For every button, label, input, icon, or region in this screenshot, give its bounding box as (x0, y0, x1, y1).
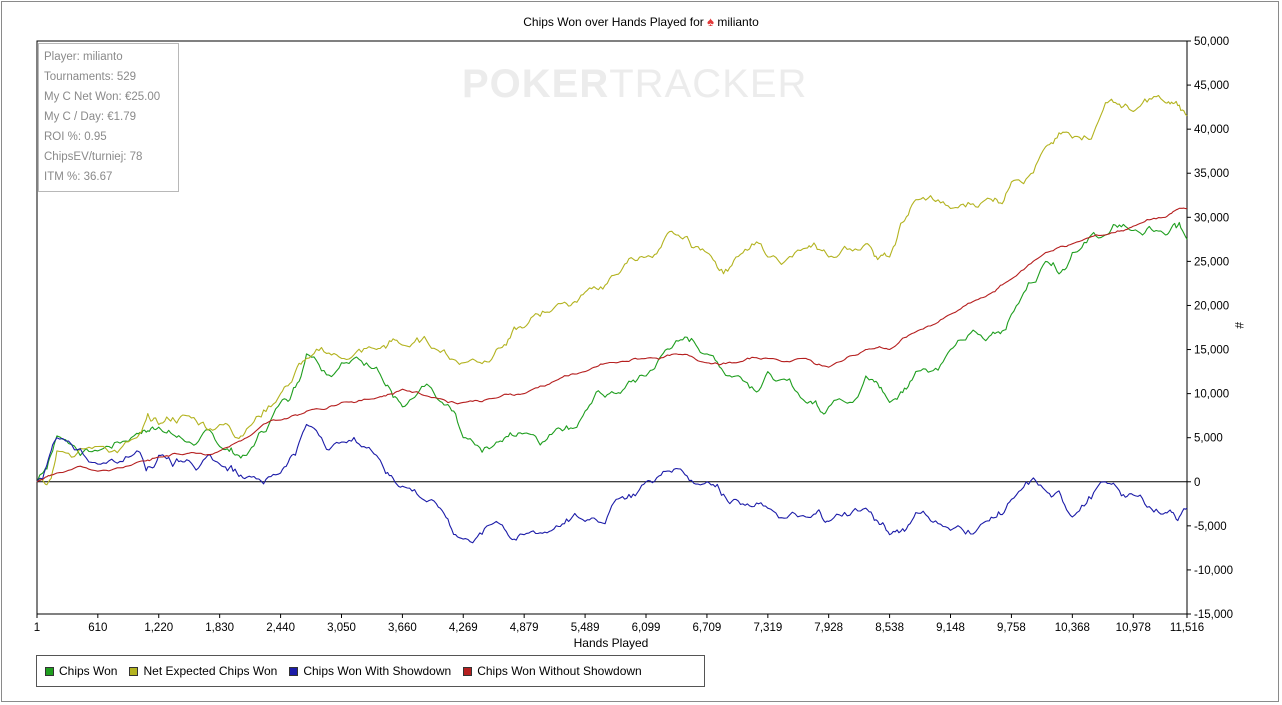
player-stats-box: Player: milianto Tournaments: 529 My C N… (38, 43, 179, 192)
x-tick-label: 4,879 (510, 622, 539, 634)
stat-player: Player: milianto (44, 51, 123, 63)
watermark-bold: POKER (462, 62, 610, 106)
x-tick-label: 1,830 (205, 622, 234, 634)
watermark-thin: TRACKER (609, 62, 808, 106)
legend-swatch (463, 666, 473, 676)
stat-net-won: My C Net Won: €25.00 (44, 91, 161, 103)
legend-item-with-showdown[interactable]: Chips Won With Showdown (289, 664, 451, 678)
y-tick-label: 25,000 (1194, 256, 1229, 268)
legend-swatch (289, 666, 299, 676)
x-tick-label: 10,978 (1116, 622, 1151, 634)
y-tick-label: -10,000 (1194, 565, 1233, 577)
legend-item-net-expected[interactable]: Net Expected Chips Won (129, 664, 277, 678)
y-tick-label: 30,000 (1194, 212, 1229, 224)
series-line-chips-won (36, 221, 1188, 483)
y-tick-label: 50,000 (1194, 36, 1229, 48)
stat-roi: ROI %: 0.95 (44, 131, 107, 143)
y-tick-label: 0 (1194, 477, 1200, 489)
x-tick-label: 9,758 (997, 622, 1026, 634)
series-line-chips-won-without-showdown (36, 207, 1188, 483)
y-tick-label: 5,000 (1194, 433, 1223, 445)
legend-label: Chips Won (59, 664, 118, 678)
chart-title-player: milianto (717, 15, 759, 29)
legend-swatch (45, 666, 54, 676)
x-tick-label: 7,319 (753, 622, 782, 634)
x-tick-label: 5,489 (571, 622, 600, 634)
chart-title: Chips Won over Hands Played for ♠ milian… (0, 14, 1282, 29)
x-axis-label: Hands Played (573, 636, 649, 650)
series-line-net-expected-chips-won (36, 94, 1188, 486)
y-tick-label: 15,000 (1194, 345, 1229, 357)
series-line-chips-won-with-showdown (36, 423, 1188, 544)
chart-title-prefix: Chips Won over Hands Played for (523, 15, 704, 29)
legend-item-without-showdown[interactable]: Chips Won Without Showdown (463, 664, 642, 678)
x-tick-label: 6,709 (693, 622, 722, 634)
x-tick-label: 8,538 (875, 622, 904, 634)
spade-icon: ♠ (707, 14, 715, 29)
plot-area-border (36, 40, 1188, 615)
chart-legend: Chips Won Net Expected Chips Won Chips W… (36, 655, 705, 687)
legend-item-chips-won[interactable]: Chips Won (45, 664, 117, 678)
stat-itm: ITM %: 36.67 (44, 171, 113, 183)
x-tick-label: 2,440 (266, 622, 295, 634)
y-tick-label: 40,000 (1194, 124, 1229, 136)
x-tick-label: 9,148 (936, 622, 965, 634)
legend-swatch (129, 666, 139, 676)
x-tick-label: 7,928 (814, 622, 843, 634)
legend-label: Net Expected Chips Won (143, 664, 278, 678)
y-tick-label: 20,000 (1194, 300, 1229, 312)
y-tick-label: 45,000 (1194, 80, 1229, 92)
x-tick-label: 3,660 (388, 622, 417, 634)
x-tick-label: 610 (88, 622, 107, 634)
legend-label: Chips Won With Showdown (303, 664, 452, 678)
legend-label: Chips Won Without Showdown (477, 664, 642, 678)
y-tick-label: 35,000 (1194, 168, 1229, 180)
stat-per-day: My C / Day: €1.79 (44, 111, 137, 123)
pokertracker-watermark: POKERTRACKER (462, 62, 807, 107)
x-tick-label: 10,368 (1055, 622, 1090, 634)
y-tick-label: -15,000 (1194, 609, 1233, 621)
y-tick-label: 10,000 (1194, 389, 1229, 401)
x-tick-label: 1,220 (144, 622, 173, 634)
x-tick-label: 3,050 (327, 622, 356, 634)
y-tick-label: -5,000 (1194, 521, 1227, 533)
y-axis-label: # (1232, 322, 1246, 329)
x-tick-label: 6,099 (632, 622, 661, 634)
stat-tournaments: Tournaments: 529 (44, 71, 137, 83)
stat-chipsev: ChipsEV/turniej: 78 (44, 151, 143, 163)
x-tick-label: 1 (34, 622, 40, 634)
x-tick-label: 11,516 (1170, 622, 1204, 634)
x-tick-label: 4,269 (449, 622, 478, 634)
